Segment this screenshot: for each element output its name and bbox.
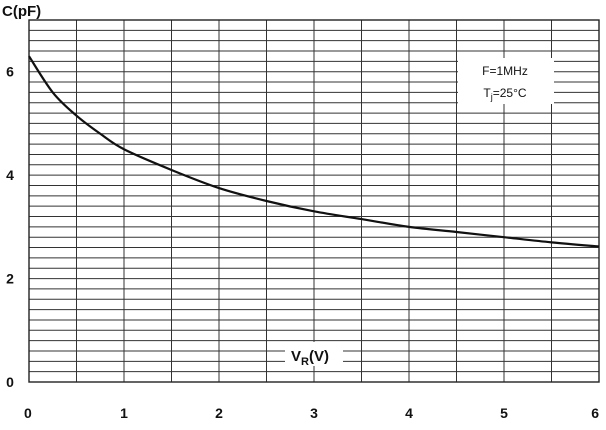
x-axis-title: VR(V) <box>291 348 329 368</box>
plot-frame <box>28 19 600 383</box>
x-tick-label: 0 <box>24 405 32 421</box>
x-tick-label: 2 <box>215 405 223 421</box>
x-tick-label: 1 <box>120 405 128 421</box>
x-axis-title-box <box>285 342 343 366</box>
x-tick-label: 4 <box>405 405 413 421</box>
y-tick-label: 6 <box>6 64 14 80</box>
y-tick-label: 0 <box>6 374 14 390</box>
x-tick-label: 3 <box>310 405 318 421</box>
tick-labels: 0 1 2 3 4 5 6 0 2 4 6 <box>6 64 599 421</box>
y-tick-label: 4 <box>6 167 14 183</box>
y-tick-label: 2 <box>6 271 14 287</box>
annotation-box <box>458 58 554 104</box>
temperature-annotation: Tj=25°C <box>483 86 526 102</box>
x-tick-label: 5 <box>500 405 508 421</box>
y-axis-title: C(pF) <box>2 3 41 20</box>
capacitance-series-line <box>28 55 600 248</box>
frequency-annotation: F=1MHz <box>482 64 528 78</box>
x-tick-label: 6 <box>591 405 599 421</box>
